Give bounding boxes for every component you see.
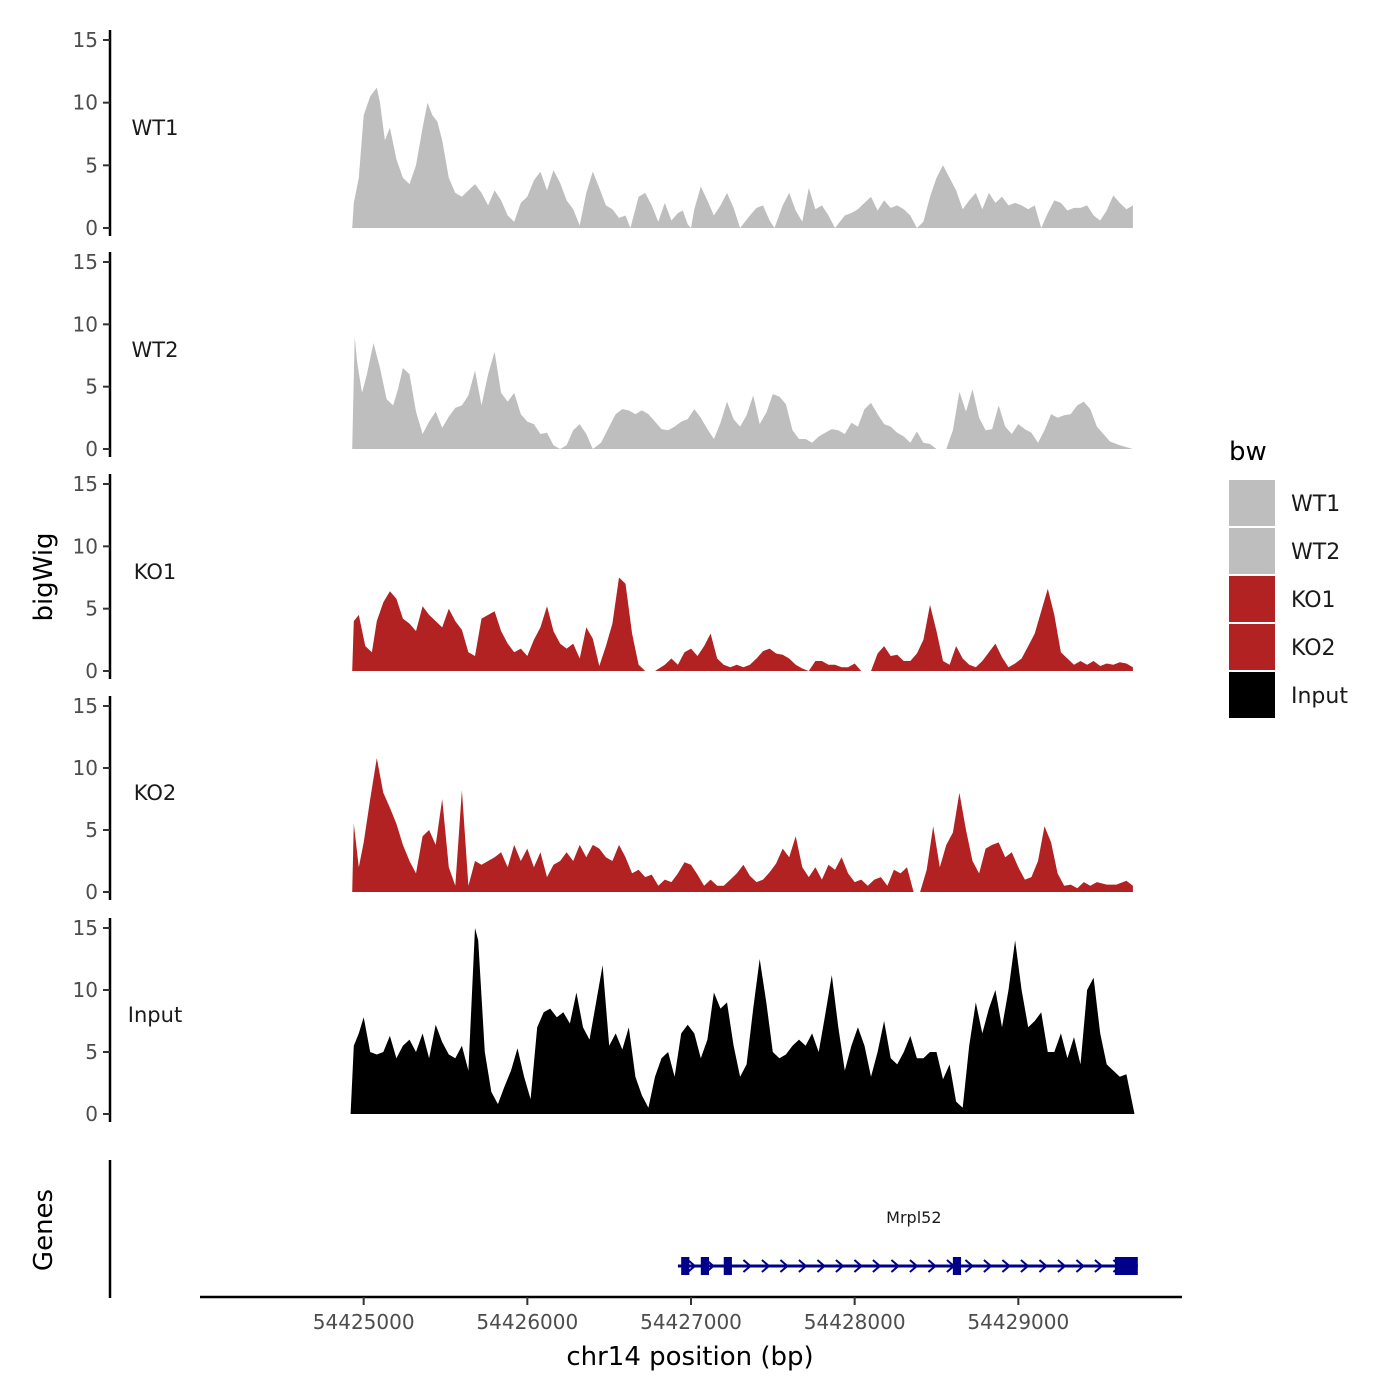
strand-arrow: [890, 1259, 900, 1273]
track-label-wt1: WT1: [132, 116, 179, 140]
strand-arrow: [1094, 1259, 1104, 1273]
y-tick-label: 5: [85, 375, 98, 399]
y-tick-label: 0: [85, 216, 98, 240]
y-tick-label: 10: [73, 312, 98, 336]
x-axis: 54425000 54426000 54427000 54428000 54429000: [200, 1295, 1182, 1334]
y-tick-label: 15: [73, 250, 98, 274]
x-tick-label: 54426000: [476, 1310, 578, 1334]
track-input: 0 5 10 15 Input: [73, 916, 1135, 1126]
coverage-area-ko1: [352, 577, 1133, 671]
strand-arrow: [1001, 1259, 1011, 1273]
y-tick-label: 5: [85, 153, 98, 177]
y-tick-label: 5: [85, 597, 98, 621]
y-tick-label: 0: [85, 659, 98, 683]
strand-arrow: [909, 1259, 919, 1273]
legend-label-input: Input: [1291, 684, 1348, 709]
y-tick-label: 15: [73, 28, 98, 52]
y-tick-label: 5: [85, 818, 98, 842]
gene-exon: [952, 1257, 962, 1275]
y-tick-label: 10: [73, 534, 98, 558]
strand-arrow: [1038, 1259, 1048, 1273]
strand-arrow: [816, 1259, 826, 1273]
y-tick-label: 0: [85, 1102, 98, 1126]
coverage-tracks: 0 5 10 15 WT1 0 5 10 15 WT2 0 5 10 15 KO1 0 5 10 15 KO2 0 5 10…: [73, 28, 1135, 1126]
strand-arrow: [798, 1259, 808, 1273]
coverage-area-input: [350, 928, 1135, 1114]
gene-exon: [681, 1257, 690, 1275]
y-axis-title-bigwig: bigWig: [29, 532, 59, 621]
strand-arrow: [983, 1259, 993, 1273]
gene-exon: [700, 1257, 710, 1275]
legend-title: bw: [1229, 437, 1267, 467]
y-tick-label: 5: [85, 1040, 98, 1064]
legend-key-input: [1229, 672, 1275, 718]
strand-arrow: [687, 1259, 697, 1273]
track-label-ko2: KO2: [134, 781, 177, 805]
track-ko2: 0 5 10 15 KO2: [73, 694, 1133, 904]
strand-arrow: [872, 1259, 882, 1273]
track-label-input: Input: [128, 1003, 182, 1027]
strand-arrow: [1020, 1259, 1030, 1273]
y-tick-label: 15: [73, 694, 98, 718]
y-tick-label: 10: [73, 91, 98, 115]
y-tick-label: 0: [85, 437, 98, 461]
x-tick-label: 54429000: [967, 1310, 1069, 1334]
legend-key-wt1: [1229, 480, 1275, 526]
x-tick-label: 54425000: [313, 1310, 415, 1334]
y-tick-label: 15: [73, 472, 98, 496]
legend-label-wt1: WT1: [1291, 492, 1340, 517]
strand-arrow: [1057, 1259, 1067, 1273]
strand-arrow: [927, 1259, 937, 1273]
y-tick-label: 0: [85, 880, 98, 904]
legend-label-wt2: WT2: [1291, 540, 1340, 565]
y-axis-title-genes: Genes: [29, 1189, 59, 1271]
gene-track: Mrpl52: [108, 1160, 1138, 1298]
strand-arrow: [761, 1259, 771, 1273]
track-label-ko1: KO1: [134, 560, 177, 584]
coverage-area-ko2: [352, 758, 1133, 892]
x-tick-label: 54427000: [640, 1310, 742, 1334]
strand-arrow: [1075, 1259, 1085, 1273]
strand-arrow: [742, 1259, 752, 1273]
track-label-wt2: WT2: [132, 338, 179, 362]
strand-arrow: [779, 1259, 789, 1273]
strand-arrow: [835, 1259, 845, 1273]
gene-label: Mrpl52: [886, 1208, 941, 1227]
legend-key-ko1: [1229, 576, 1275, 622]
legend-key-ko2: [1229, 624, 1275, 670]
legend-key-wt2: [1229, 528, 1275, 574]
x-tick-label: 54428000: [804, 1310, 906, 1334]
y-tick-label: 15: [73, 916, 98, 940]
track-wt1: 0 5 10 15 WT1: [73, 28, 1133, 240]
legend-label-ko1: KO1: [1291, 588, 1336, 613]
y-tick-label: 10: [73, 978, 98, 1002]
gene-exon: [723, 1257, 732, 1275]
coverage-area-wt2: [352, 336, 1133, 449]
x-axis-title: chr14 position (bp): [566, 1342, 813, 1372]
gene-exon: [1114, 1257, 1138, 1275]
strand-arrow: [964, 1259, 974, 1273]
legend-label-ko2: KO2: [1291, 636, 1336, 661]
strand-arrow: [853, 1259, 863, 1273]
track-ko1: 0 5 10 15 KO1: [73, 472, 1133, 683]
gene-mrpl52: Mrpl52: [677, 1208, 1138, 1275]
y-tick-label: 10: [73, 756, 98, 780]
coverage-area-wt1: [352, 87, 1133, 228]
track-wt2: 0 5 10 15 WT2: [73, 250, 1133, 461]
legend: bw WT1 WT2 KO1 KO2 Input: [1229, 437, 1348, 718]
